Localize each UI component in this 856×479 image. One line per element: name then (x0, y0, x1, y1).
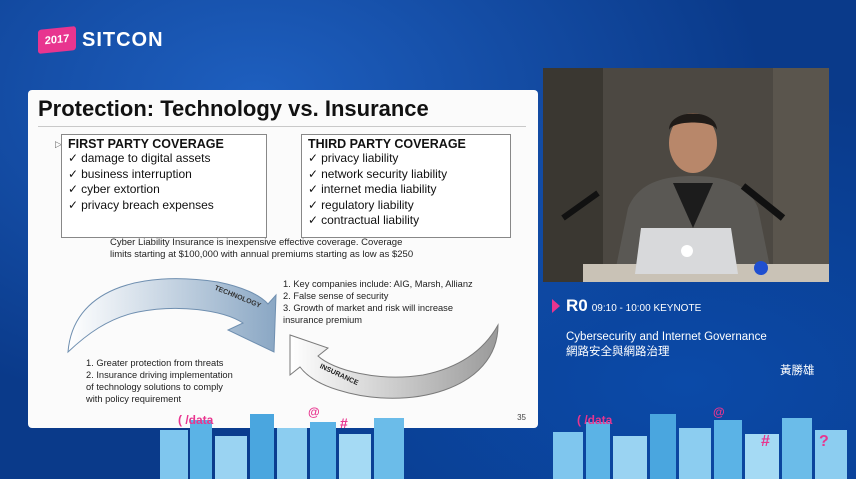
insurance-points: 1. Key companies include: AIG, Marsh, Al… (283, 278, 513, 326)
presentation-slide: Protection: Technology vs. Insurance ▷ F… (28, 90, 538, 428)
cityscape-right-icon: ( /data @ # ? (553, 402, 847, 479)
list-item: 1. Greater protection from threats (86, 357, 286, 369)
list-item: insurance premium (283, 314, 513, 326)
talk-title-zh: 網路安全與網路治理 (566, 345, 670, 359)
session-info: R0 09:10 - 10:00 KEYNOTE (552, 296, 832, 316)
logo-badge: 2017 (38, 26, 76, 54)
room-line: R0 09:10 - 10:00 KEYNOTE (552, 296, 832, 316)
svg-text:( /data: ( /data (577, 413, 613, 427)
svg-text:#: # (761, 433, 770, 450)
svg-text:@: @ (713, 405, 725, 419)
list-item: 2. Insurance driving implementation (86, 369, 286, 381)
speaker-name: 黃勝雄 (780, 362, 815, 378)
list-item: 1. Key companies include: AIG, Marsh, Al… (283, 278, 513, 290)
session-time: 09:10 - 10:00 KEYNOTE (592, 303, 702, 314)
sitcon-logo: 2017 SITCON (38, 26, 164, 54)
play-marker-icon (552, 299, 560, 313)
svg-text:( /data: ( /data (178, 413, 214, 427)
list-item: 2. False sense of security (283, 290, 513, 302)
technology-points: 1. Greater protection from threats 2. In… (86, 357, 286, 405)
list-item: 3. Growth of market and risk will increa… (283, 302, 513, 314)
logo-year: 2017 (45, 33, 69, 48)
speaker-camera-feed (543, 68, 829, 282)
room-label: R0 (566, 296, 588, 316)
list-item: of technology solutions to comply (86, 381, 286, 393)
talk-title-en: Cybersecurity and Internet Governance (566, 330, 767, 344)
svg-text:#: # (340, 415, 348, 431)
slide-page-number: 35 (517, 413, 526, 422)
logo-name: SITCON (82, 29, 164, 52)
svg-text:?: ? (819, 433, 829, 450)
speaker-video-icon (543, 68, 829, 282)
cityscape-left-icon: ( /data @ # (160, 402, 408, 479)
technology-arrow (68, 279, 276, 352)
svg-text:@: @ (308, 405, 320, 419)
insurance-arrow (290, 325, 498, 398)
